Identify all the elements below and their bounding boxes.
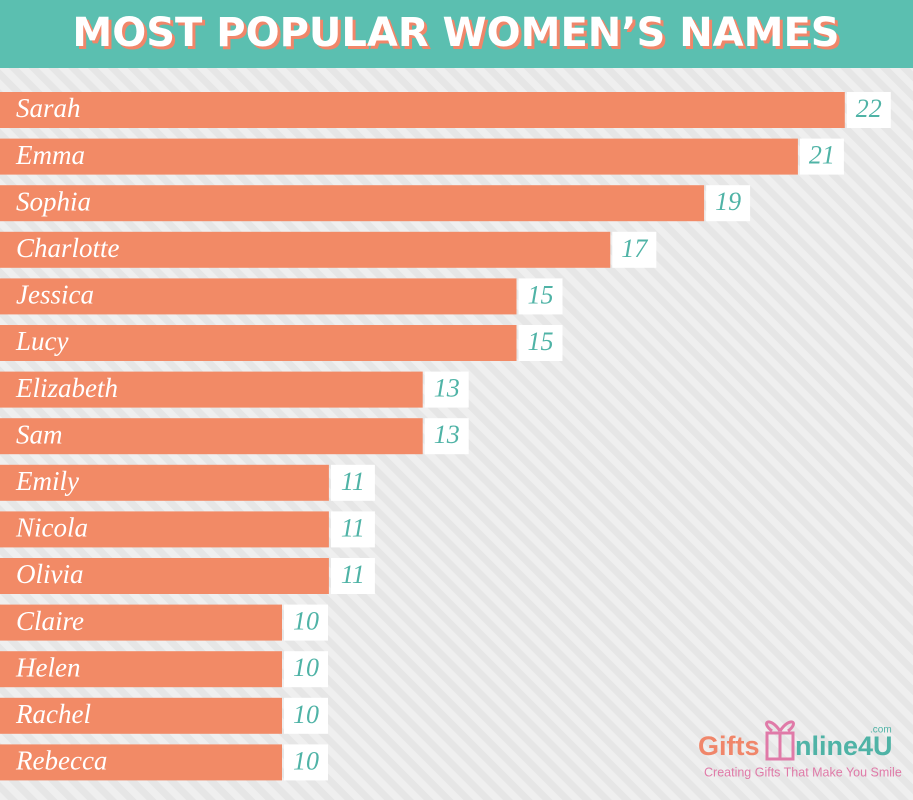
bar (0, 325, 517, 361)
bar (0, 185, 705, 222)
value-label-box (330, 464, 375, 501)
category-label: Charlotte (16, 233, 120, 263)
value-label: 15 (528, 327, 554, 356)
value-label: 15 (528, 280, 554, 309)
category-label: Sophia (16, 186, 91, 216)
value-label: 11 (341, 560, 365, 589)
category-label: Jessica (16, 280, 94, 310)
logo-brand-right: nline4U (795, 731, 893, 761)
value-label: 11 (341, 467, 365, 496)
value-label-box (424, 371, 469, 408)
bar (0, 231, 611, 268)
value-label-box (799, 138, 844, 175)
category-label: Rachel (15, 699, 91, 729)
bar (0, 744, 282, 781)
title-banner (0, 0, 913, 68)
logo-domain: .com (870, 725, 892, 736)
category-label: Sarah (16, 93, 81, 123)
value-label: 21 (809, 141, 835, 170)
bar (0, 464, 329, 501)
value-label-box (518, 278, 563, 315)
bar (0, 558, 329, 594)
bar (0, 651, 282, 688)
value-label: 13 (434, 420, 460, 449)
bar (0, 371, 423, 408)
category-label: Helen (15, 652, 80, 682)
bar (0, 92, 845, 128)
category-label: Lucy (15, 326, 69, 356)
chart-title: MOST POPULAR WOMEN’S NAMES (72, 10, 839, 56)
value-label-box (518, 325, 563, 361)
logo-tagline: Creating Gifts That Make You Smile (704, 765, 902, 779)
logo-brand-left: Gifts (698, 731, 760, 761)
value-label-box (284, 651, 328, 688)
value-label: 10 (293, 653, 319, 682)
value-label: 19 (715, 187, 741, 216)
value-label: 10 (293, 700, 319, 729)
category-label: Olivia (16, 559, 84, 589)
value-label-box (284, 744, 328, 781)
value-label-box (706, 185, 751, 222)
category-label: Sam (16, 419, 63, 449)
category-label: Emma (15, 140, 85, 170)
bar (0, 418, 423, 455)
category-label: Claire (16, 606, 84, 636)
bar (0, 138, 798, 175)
value-label-box (846, 92, 891, 128)
value-label: 10 (293, 746, 319, 775)
value-label: 17 (621, 234, 648, 263)
category-label: Nicola (15, 513, 88, 543)
value-label-box (284, 697, 328, 734)
value-label-box (424, 418, 469, 455)
bar (0, 511, 329, 548)
logo-gift-bow (765, 720, 795, 733)
value-label: 10 (293, 607, 319, 636)
category-label: Elizabeth (15, 373, 118, 403)
bar (0, 697, 282, 734)
logo: Gifts nline4U .com Creating Gifts That M… (698, 720, 902, 779)
bar (0, 604, 282, 641)
value-label-box (284, 604, 328, 641)
value-label-box (330, 558, 375, 594)
category-label: Emily (15, 466, 79, 496)
value-label: 22 (856, 94, 882, 123)
chart-title-shadow: MOST POPULAR WOMEN’S NAMES (75, 13, 842, 59)
value-label: 11 (341, 513, 365, 542)
category-label: Rebecca (15, 746, 107, 776)
value-label-box (330, 511, 375, 548)
value-label-box (612, 231, 657, 268)
value-label: 13 (434, 374, 460, 403)
bar (0, 278, 517, 315)
